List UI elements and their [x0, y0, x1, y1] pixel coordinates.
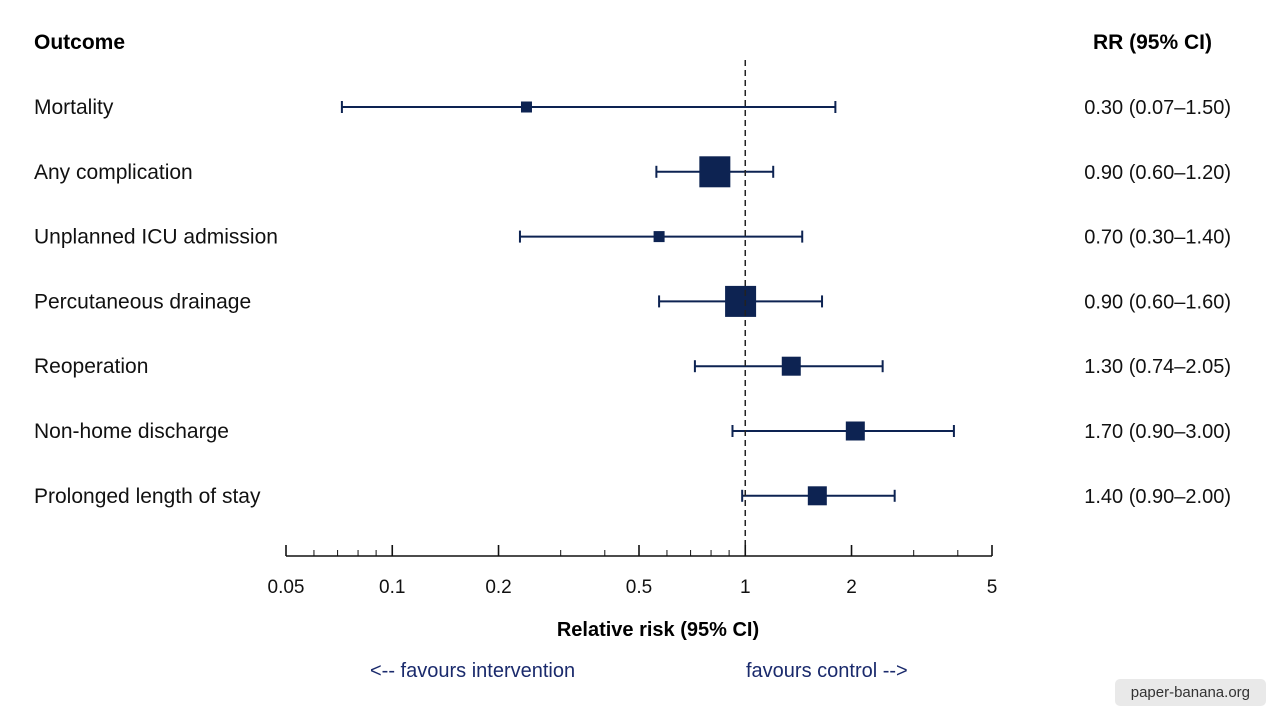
point-estimate-marker [520, 101, 532, 113]
outcome-label: Any complication [34, 161, 193, 184]
outcome-rows: Mortality 0.30 (0.07–1.50) Any complicatio… [34, 96, 1231, 508]
outcome-label: Prolonged length of stay [34, 485, 261, 508]
x-tick-label: 0.1 [379, 577, 405, 598]
x-axis: 0.05 0.1 0.2 0.5 1 2 5 [268, 545, 998, 598]
outcome-row: Non-home discharge 1.70 (0.90–3.00) [34, 420, 1231, 443]
rr-value: 1.70 (0.90–3.00) [1084, 421, 1231, 443]
point-estimate-marker [807, 486, 827, 506]
outcome-label: Unplanned ICU admission [34, 226, 278, 249]
point-estimate-marker [725, 285, 757, 317]
outcome-label: Reoperation [34, 355, 148, 378]
x-axis-title: Relative risk (95% CI) [557, 619, 759, 641]
rr-value: 1.30 (0.74–2.05) [1084, 356, 1231, 378]
point-estimate-marker [699, 156, 731, 188]
outcome-row: Mortality 0.30 (0.07–1.50) [34, 96, 1231, 119]
point-estimate-marker [781, 356, 801, 376]
outcome-row: Reoperation 1.30 (0.74–2.05) [34, 355, 1231, 378]
outcome-row: Percutaneous drainage 0.90 (0.60–1.60) [34, 285, 1231, 317]
favours-intervention-label: <-- favours intervention [370, 660, 575, 682]
outcome-row: Unplanned ICU admission 0.70 (0.30–1.40) [34, 226, 1231, 249]
outcome-header: Outcome [34, 31, 125, 54]
outcome-row: Prolonged length of stay 1.40 (0.90–2.00) [34, 485, 1231, 508]
rr-value: 0.30 (0.07–1.50) [1084, 97, 1231, 119]
outcome-label: Percutaneous drainage [34, 290, 251, 313]
x-tick-label: 1 [740, 577, 751, 598]
outcome-label: Non-home discharge [34, 420, 229, 443]
x-tick-label: 5 [987, 577, 998, 598]
rr-value: 1.40 (0.90–2.00) [1084, 486, 1231, 508]
outcome-row: Any complication 0.90 (0.60–1.20) [34, 156, 1231, 188]
rr-value: 0.90 (0.60–1.60) [1084, 291, 1231, 313]
rr-header: RR (95% CI) [1093, 31, 1212, 54]
watermark: paper-banana.org [1114, 679, 1266, 706]
rr-value: 0.90 (0.60–1.20) [1084, 162, 1231, 184]
outcome-label: Mortality [34, 96, 114, 119]
x-tick-label: 0.5 [626, 577, 652, 598]
point-estimate-marker [845, 421, 865, 441]
x-tick-label: 2 [846, 577, 857, 598]
point-estimate-marker [653, 231, 665, 243]
x-tick-label: 0.05 [268, 577, 305, 598]
rr-value: 0.70 (0.30–1.40) [1084, 227, 1231, 249]
favours-control-label: favours control --> [746, 660, 908, 682]
x-tick-label: 0.2 [485, 577, 511, 598]
